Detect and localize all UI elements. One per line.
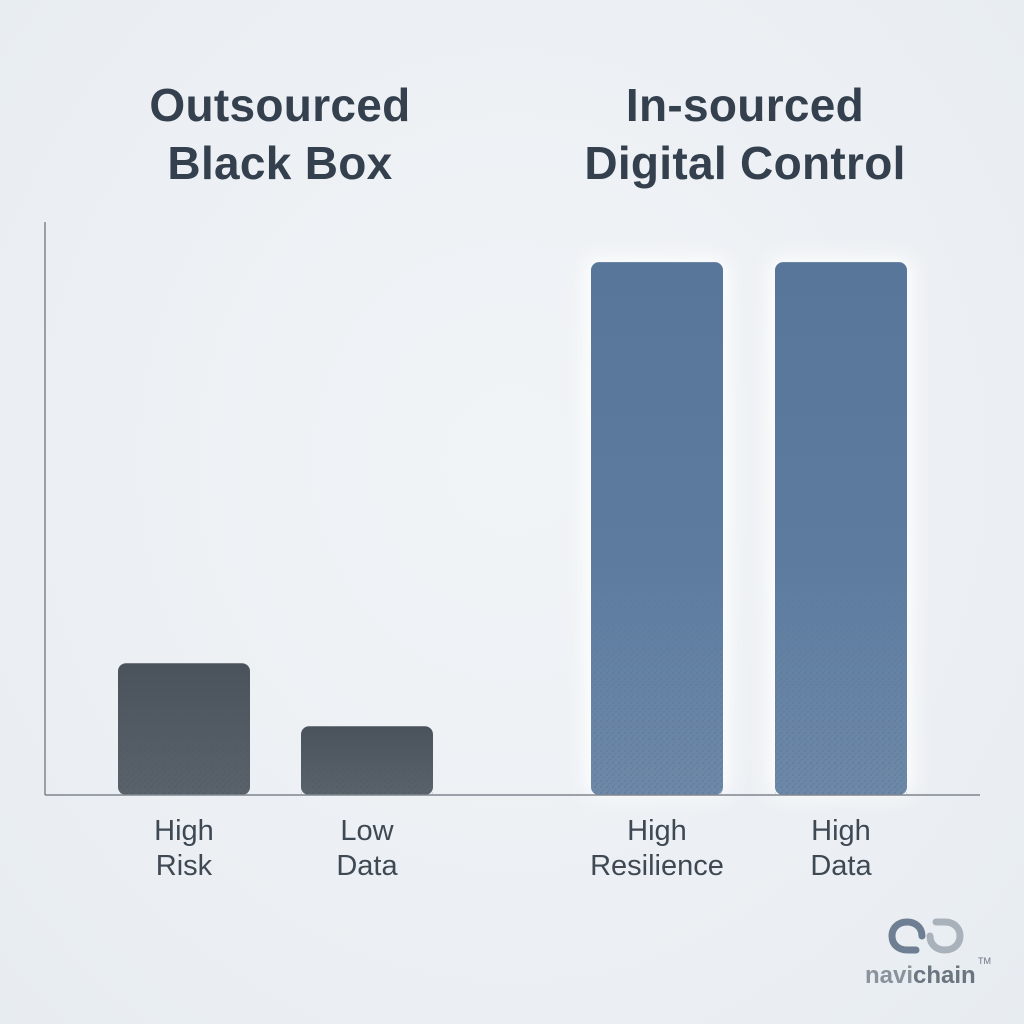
category-label-low-data: Low Data — [267, 814, 467, 884]
navichain-logo: navichain TM — [860, 916, 1000, 996]
category-label-line: High — [154, 815, 214, 847]
bar-high-risk-texture — [118, 715, 250, 795]
category-label-line: Resilience — [590, 850, 724, 882]
category-label-high-data: High Data — [741, 814, 941, 884]
bar-high-data-texture — [775, 555, 907, 795]
logo-wordmark: navichain — [865, 962, 976, 990]
logo-trademark: TM — [978, 956, 991, 966]
category-label-line: High — [627, 815, 687, 847]
category-label-line: High — [811, 815, 871, 847]
category-label-line: Data — [810, 850, 872, 882]
category-label-line: Risk — [155, 850, 213, 882]
infinity-link-icon — [888, 918, 964, 954]
category-label-high-resilience: High Resilience — [557, 814, 757, 884]
logo-text-bold: chain — [913, 962, 976, 989]
bar-high-resilience-texture — [591, 555, 723, 795]
category-label-high-risk: High Risk — [84, 814, 284, 884]
category-label-line: Data — [336, 850, 398, 882]
logo-text-light: navi — [865, 962, 914, 989]
group-title-outsourced: Outsourced Black Box — [60, 76, 500, 192]
group-title-line: Black Box — [167, 137, 393, 189]
group-title-line: In-sourced — [625, 79, 865, 131]
group-title-line: Outsourced — [149, 79, 411, 131]
bar-low-data-texture — [301, 753, 433, 795]
group-title-insourced: In-sourced Digital Control — [525, 76, 965, 192]
category-label-line: Low — [340, 815, 394, 847]
group-title-line: Digital Control — [584, 137, 906, 189]
